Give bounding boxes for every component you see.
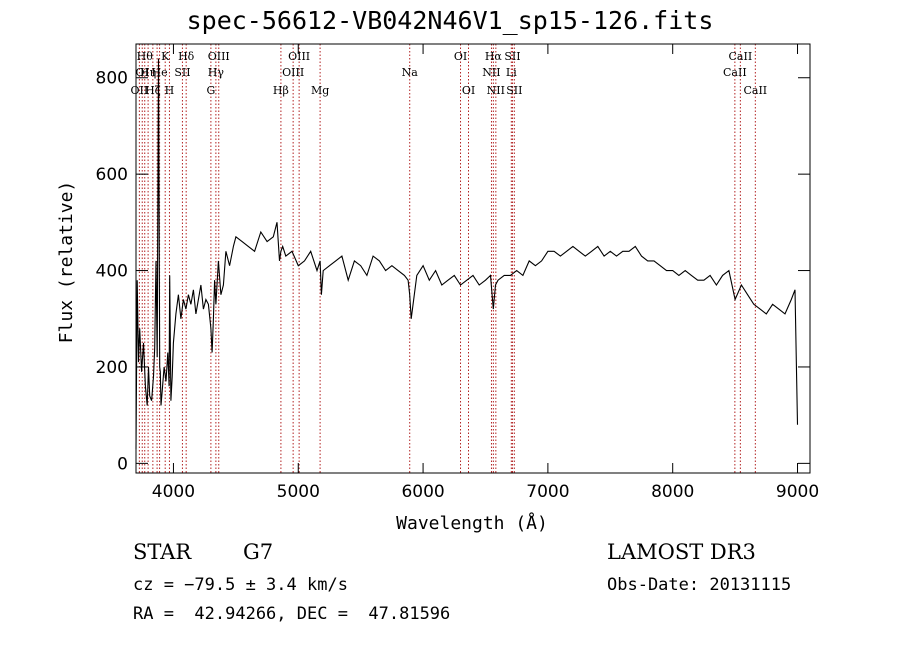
line-label-11: G	[206, 84, 215, 97]
line-label-17: Mg	[311, 84, 329, 97]
line-label-7: K	[161, 50, 170, 63]
survey-name: LAMOST DR3	[607, 540, 756, 564]
line-label-28: CaII	[729, 50, 753, 63]
line-label-19: OI	[454, 50, 467, 63]
line-label-24: Li	[506, 66, 517, 79]
spectrum-line	[135, 58, 799, 449]
line-label-1: OI	[136, 66, 149, 79]
x-axis-label: Wavelength (Å)	[396, 512, 548, 534]
y-tick-label-3: 600	[96, 165, 128, 185]
line-label-10: Hδ	[178, 50, 195, 63]
spectral-line-markers	[138, 44, 756, 473]
redshift-text: cz = −79.5 ± 3.4 km/s	[133, 575, 348, 595]
line-label-14: Hβ	[273, 84, 289, 97]
line-label-15: OIII	[282, 66, 304, 79]
line-label-0: OII	[131, 84, 149, 97]
x-tick-label-1: 5000	[277, 482, 320, 502]
line-label-26: SII	[506, 84, 522, 97]
line-label-20: OI	[462, 84, 475, 97]
y-tick-label-1: 200	[96, 358, 128, 378]
line-label-13: OIII	[208, 50, 230, 63]
line-label-25: SII	[504, 50, 520, 63]
line-label-18: Na	[402, 66, 419, 79]
y-tick-label-0: 0	[117, 454, 128, 474]
spectrum-series	[135, 58, 799, 449]
plot-frame	[135, 43, 811, 474]
line-labels: OII OI Hθ Hη Hζ He K H SII Hδ G Hγ OIII Hβ OIII OIII Mg N…	[131, 50, 768, 97]
x-tick-label-2: 6000	[401, 482, 444, 502]
x-tick-label-3: 7000	[526, 482, 569, 502]
line-label-22: Hα	[485, 50, 503, 63]
x-tick-label-0: 4000	[152, 482, 195, 502]
line-label-3: Hη	[140, 66, 156, 79]
line-label-9: SII	[174, 66, 190, 79]
x-tick-label-4: 8000	[651, 482, 694, 502]
line-label-6: He	[152, 66, 168, 79]
line-label-29: CaII	[743, 84, 767, 97]
line-label-21: NII	[482, 66, 500, 79]
x-tick-label-5: 9000	[776, 482, 819, 502]
line-label-27: CaII	[723, 66, 747, 79]
chart-title: spec-56612-VB042N46V1_sp15-126.fits	[186, 6, 714, 35]
y-tick-label-4: 800	[96, 69, 128, 89]
object-class: STAR	[133, 540, 192, 564]
y-axis-label: Flux (relative)	[56, 181, 77, 344]
observation-date: Obs-Date: 20131115	[607, 575, 792, 595]
line-label-23: NII	[487, 84, 505, 97]
coordinates-text: RA = 42.94266, DEC = 47.81596	[133, 604, 451, 624]
axis-ticks: 4000 5000 6000 7000 8000 9000 0 200 400 600 800	[96, 44, 819, 502]
line-label-12: Hγ	[208, 66, 225, 79]
y-tick-label-2: 400	[96, 262, 128, 282]
line-label-2: Hθ	[137, 50, 154, 63]
line-label-16: OIII	[288, 50, 310, 63]
object-subclass: G7	[243, 540, 274, 564]
line-label-8: H	[165, 84, 175, 97]
line-label-4: Hζ	[145, 84, 161, 97]
